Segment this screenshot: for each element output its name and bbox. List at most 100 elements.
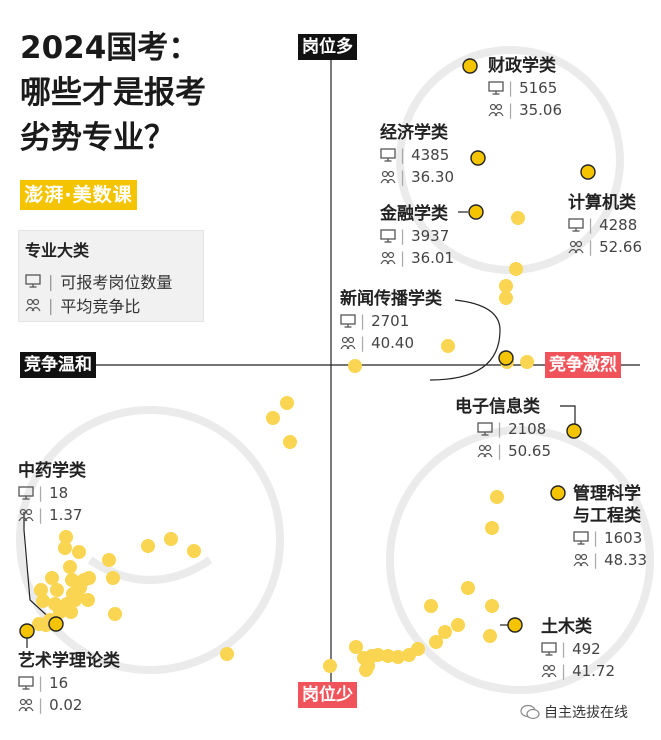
label-positions: 492 bbox=[572, 640, 601, 658]
people-icon bbox=[541, 664, 557, 678]
scatter-point bbox=[141, 539, 155, 553]
axis-right-label: 竞争激烈 bbox=[545, 352, 621, 378]
label-zhongyao: 中药学类 | 18 | 1.37 bbox=[18, 461, 86, 524]
brand-logo: 澎湃·美数课 bbox=[20, 180, 137, 210]
label-ratio: 40.40 bbox=[371, 334, 415, 352]
people-icon bbox=[340, 336, 356, 350]
label-name: 金融学类 bbox=[380, 204, 448, 224]
scatter-point bbox=[48, 597, 62, 611]
title-line-3: 劣势专业？ bbox=[20, 120, 175, 156]
chart-title: 2024国考： 哪些才是报考 劣势专业？ bbox=[20, 26, 260, 161]
scatter-point bbox=[32, 617, 46, 631]
people-icon bbox=[568, 240, 584, 254]
point-tumu bbox=[507, 617, 523, 633]
label-jinrong: 金融学类 | 3937 | 36.01 bbox=[380, 204, 455, 267]
scatter-point bbox=[164, 532, 178, 546]
point-jinrong bbox=[468, 204, 484, 220]
label-ratio: 0.02 bbox=[49, 696, 83, 714]
label-name: 土木类 bbox=[541, 617, 592, 637]
monitor-icon bbox=[541, 642, 557, 656]
people-icon bbox=[488, 103, 504, 117]
label-ratio: 35.06 bbox=[519, 101, 563, 119]
leader-line bbox=[560, 405, 576, 425]
people-icon bbox=[18, 508, 34, 522]
label-positions: 2108 bbox=[508, 420, 547, 438]
scatter-point bbox=[50, 583, 64, 597]
scatter-point bbox=[280, 396, 294, 410]
scatter-point bbox=[34, 583, 48, 597]
label-positions: 1603 bbox=[604, 529, 643, 547]
monitor-icon bbox=[340, 314, 356, 328]
scatter-point bbox=[359, 663, 373, 677]
axis-top-label: 岗位多 bbox=[298, 34, 357, 60]
scatter-point bbox=[36, 594, 50, 608]
scatter-point bbox=[45, 571, 59, 585]
monitor-icon bbox=[380, 229, 396, 243]
title-line-1: 2024国考： bbox=[20, 30, 200, 66]
label-positions: 3937 bbox=[411, 227, 450, 245]
scatter-point bbox=[81, 593, 95, 607]
label-name: 计算机类 bbox=[568, 193, 636, 213]
people-icon bbox=[18, 698, 34, 712]
legend-ratio-label: 平均竞争比 bbox=[60, 297, 141, 316]
scatter-point bbox=[266, 411, 280, 425]
point-dianzi bbox=[566, 423, 582, 439]
label-ratio: 41.72 bbox=[572, 662, 616, 680]
scatter-point bbox=[402, 648, 416, 662]
axis-left-label: 竞争温和 bbox=[20, 352, 96, 378]
label-tumu: 土木类 | 492 | 41.72 bbox=[541, 617, 616, 680]
scatter-point bbox=[509, 262, 523, 276]
point-jisuanji bbox=[580, 164, 596, 180]
scatter-point bbox=[451, 618, 465, 632]
monitor-icon bbox=[25, 274, 41, 288]
legend-title: 专业大类 bbox=[25, 241, 90, 260]
scatter-point bbox=[483, 629, 497, 643]
label-guanli: 管理科学 与工程类 | 1603 | 48.33 bbox=[573, 484, 648, 569]
label-ratio: 36.30 bbox=[411, 168, 455, 186]
label-ratio: 50.65 bbox=[508, 442, 552, 460]
scatter-point bbox=[499, 279, 513, 293]
title-line-2: 哪些才是报考 bbox=[20, 75, 206, 111]
scatter-point bbox=[348, 359, 362, 373]
label-caizheng: 财政学类 | 5165 | 35.06 bbox=[488, 56, 563, 119]
label-ratio: 36.01 bbox=[411, 249, 455, 267]
scatter-point bbox=[490, 490, 504, 504]
scatter-point bbox=[64, 605, 78, 619]
point-caizheng bbox=[462, 58, 478, 74]
label-positions: 2701 bbox=[371, 312, 410, 330]
monitor-icon bbox=[568, 218, 584, 232]
monitor-icon bbox=[573, 531, 589, 545]
monitor-icon bbox=[380, 148, 396, 162]
label-name: 经济学类 bbox=[380, 123, 448, 143]
scatter-point bbox=[485, 521, 499, 535]
scatter-point bbox=[102, 553, 116, 567]
label-name: 新闻传播学类 bbox=[340, 289, 442, 309]
wechat-icon bbox=[520, 704, 540, 720]
label-name-line2: 与工程类 bbox=[573, 506, 641, 526]
label-name: 电子信息类 bbox=[455, 397, 540, 417]
scatter-point bbox=[58, 541, 72, 555]
scatter-point bbox=[108, 607, 122, 621]
scatter-point bbox=[511, 211, 525, 225]
people-icon bbox=[573, 553, 589, 567]
label-ratio: 48.33 bbox=[604, 551, 648, 569]
legend-ratio-row: | 平均竞争比 bbox=[25, 293, 140, 317]
scatter-point bbox=[429, 635, 443, 649]
legend-positions-label: 可报考岗位数量 bbox=[60, 273, 173, 292]
scatter-point bbox=[520, 355, 534, 369]
scatter-point bbox=[82, 571, 96, 585]
monitor-icon bbox=[488, 81, 504, 95]
label-name-line1: 管理科学 bbox=[573, 484, 641, 504]
scatter-point bbox=[106, 571, 120, 585]
legend-positions-row: | 可报考岗位数量 bbox=[25, 269, 172, 293]
scatter-point bbox=[283, 435, 297, 449]
point-yishu bbox=[19, 623, 35, 639]
scatter-point bbox=[485, 599, 499, 613]
label-ratio: 1.37 bbox=[49, 506, 83, 524]
scatter-point bbox=[499, 291, 513, 305]
scatter-point bbox=[461, 581, 475, 595]
label-positions: 4288 bbox=[599, 216, 638, 234]
scatter-point bbox=[349, 640, 363, 654]
monitor-icon bbox=[18, 676, 34, 690]
label-name: 财政学类 bbox=[488, 56, 556, 76]
